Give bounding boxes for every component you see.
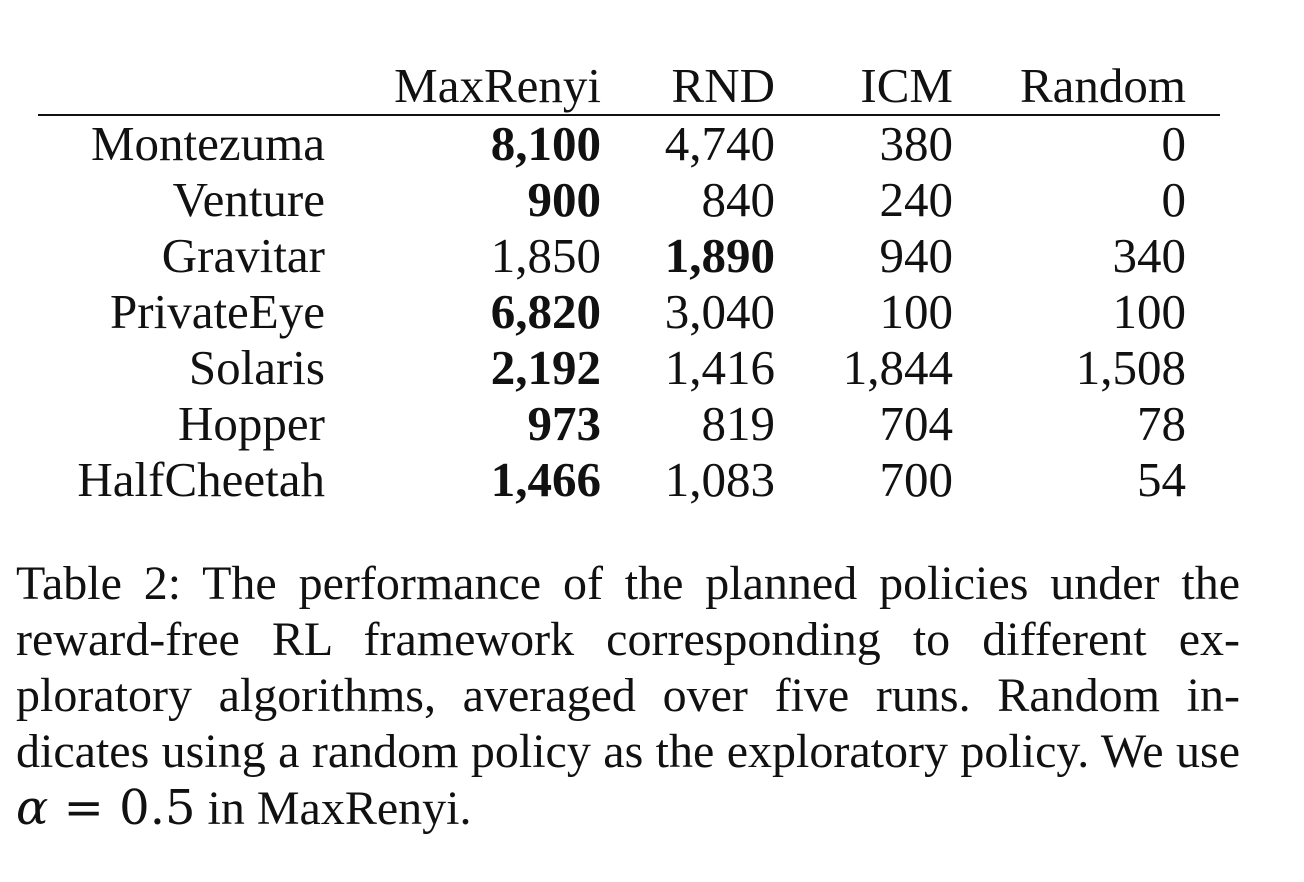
table-row: Montezuma 8,100 4,740 380 0 (38, 115, 1220, 172)
caption-text-end: in MaxRenyi. (207, 782, 472, 835)
table-row: HalfCheetah 1,466 1,083 700 54 (38, 452, 1220, 508)
header-icm: ICM (775, 52, 953, 116)
table-cell: 6,820 (490, 284, 601, 339)
table-cell: 240 (879, 172, 954, 227)
table-cell: 100 (1112, 284, 1187, 339)
row-label: PrivateEye (110, 284, 325, 339)
table-cell: 819 (701, 396, 776, 451)
row-pad (1186, 115, 1220, 172)
table-cell: 78 (1137, 396, 1186, 451)
row-label: Venture (172, 172, 325, 227)
table-cell: 3,040 (664, 284, 775, 339)
table-cell: 2,192 (490, 340, 601, 395)
table-cell: 840 (701, 172, 776, 227)
row-label: Gravitar (161, 228, 325, 283)
table-cell: 380 (879, 116, 954, 171)
row-label: Hopper (178, 396, 325, 451)
header-rnd: RND (601, 52, 775, 116)
table-cell: 54 (1137, 452, 1186, 507)
results-table: MaxRenyi RND ICM Random Montezuma 8,100 4,… (38, 52, 1220, 508)
table-cell: 900 (527, 172, 602, 227)
table-cell: 940 (879, 228, 954, 283)
row-pad (1186, 452, 1220, 508)
table-body: Montezuma 8,100 4,740 380 0 Venture 900 840 240 0… (38, 115, 1220, 508)
row-pad (1186, 340, 1220, 396)
table-row: Solaris 2,192 1,416 1,844 1,508 (38, 340, 1220, 396)
table-cell: 973 (527, 396, 602, 451)
row-label: Solaris (188, 340, 325, 395)
table-cell: 1,508 (1075, 340, 1186, 395)
table-cell: 100 (879, 284, 954, 339)
table-row: Venture 900 840 240 0 (38, 172, 1220, 228)
table-cell: 700 (879, 452, 954, 507)
table-cell: 0 (1161, 172, 1187, 227)
row-pad (1186, 172, 1220, 228)
header-rule-pad (1186, 52, 1220, 116)
table-cell: 4,740 (664, 116, 775, 171)
row-pad (1186, 284, 1220, 340)
table-cell: 8,100 (490, 116, 601, 171)
row-pad (1186, 396, 1220, 452)
table-cell: 1,416 (664, 340, 775, 395)
row-label: Montezuma (90, 116, 325, 171)
table-cell: 1,850 (490, 228, 601, 283)
table-row: Hopper 973 819 704 78 (38, 396, 1220, 452)
caption-alpha: α (16, 780, 49, 836)
row-label: HalfCheetah (77, 452, 325, 507)
table-cell: 1,083 (664, 452, 775, 507)
table-cell: 1,890 (664, 228, 775, 283)
header-maxrenyi: MaxRenyi (325, 52, 601, 116)
table-header-row: MaxRenyi RND ICM Random (38, 52, 1220, 116)
table-cell: 1,466 (490, 452, 601, 507)
table-row: PrivateEye 6,820 3,040 100 100 (38, 284, 1220, 340)
table-caption: Table 2: The performance of the planned … (16, 556, 1240, 837)
caption-text: The performance of the planned policies … (16, 557, 1241, 778)
header-env (38, 52, 325, 116)
table-cell: 1,844 (842, 340, 953, 395)
table-cell: 704 (879, 396, 954, 451)
table-cell: 340 (1112, 228, 1187, 283)
caption-label: Table 2: (16, 557, 182, 610)
row-pad (1186, 228, 1220, 284)
table-row: Gravitar 1,850 1,890 940 340 (38, 228, 1220, 284)
table-cell: 0 (1161, 116, 1187, 171)
header-random: Random (953, 52, 1186, 116)
caption-alpha-value: = 0.5 (48, 780, 196, 836)
results-table-container: MaxRenyi RND ICM Random Montezuma 8,100 4,… (38, 52, 1220, 508)
